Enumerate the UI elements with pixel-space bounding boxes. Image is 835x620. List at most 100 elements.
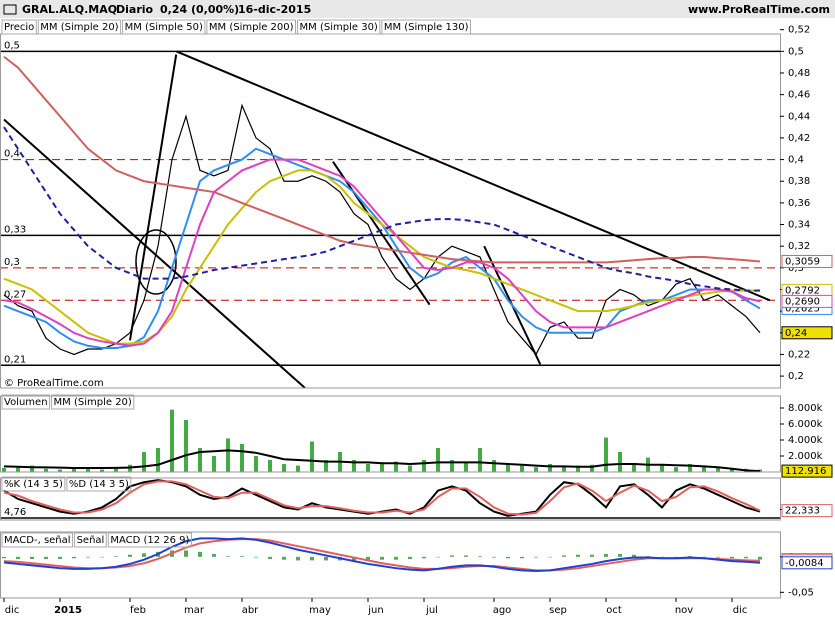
y-tick-label: 0,3 [788,263,804,274]
last-value-box [781,504,833,518]
bar [450,555,454,557]
legend-entry: Precio [4,22,34,33]
level-label: 0,21 [4,354,26,365]
bar [422,556,426,559]
bar [674,467,678,472]
bar [30,465,34,472]
bar [478,448,482,472]
legend-entry: %K (14 3 5) [4,479,63,490]
bar [184,420,188,472]
x-tick-label: nov [675,605,693,616]
bar [352,460,356,472]
last-value-box [781,326,833,340]
bar [646,556,650,557]
bar [408,556,412,559]
bar [86,468,90,472]
bar [436,556,440,558]
bar [142,553,146,557]
bar [604,437,608,472]
level-label: 0,5 [4,40,20,51]
bar [758,556,762,560]
legend-box [51,394,135,410]
bar [240,556,244,557]
series-line [3,169,761,345]
legend-entry: MM (Simple 200) [209,22,294,33]
bar [212,554,216,557]
legend-box [1,476,66,492]
y-tick-label: 4.000k [788,435,823,446]
legend-box [1,532,74,548]
bar [310,556,314,561]
y-tick-label: 0,52 [788,25,810,36]
symbol: GRAL.ALQ.MAQ [22,3,117,16]
bar [282,556,286,560]
legend-box [1,394,51,410]
header-bar [0,0,835,18]
series-line [3,158,761,347]
level-label: 0,3 [4,257,20,268]
bar [394,556,398,560]
price: 0,24 (0,00%) [160,3,239,16]
bar [604,554,608,557]
bar [268,556,272,559]
bar [310,441,314,472]
bar [450,460,454,472]
bar [296,465,300,472]
legend-box [381,19,471,35]
bar [590,464,594,472]
x-tick-label: 2015 [54,605,82,616]
panel-frame [0,477,781,521]
y-tick-label: 0,48 [788,68,810,79]
bar [492,556,496,558]
legend-box [297,19,381,35]
legend-entry: Señal [77,535,105,546]
bar [660,464,664,472]
series-line [3,480,761,516]
bar [534,556,538,558]
bar [548,464,552,472]
bar [16,556,20,559]
bar [408,465,412,472]
bar [268,460,272,472]
y-tick-label: 0,32 [788,241,810,252]
last-value-label: 0,24 [785,328,807,339]
bar [366,464,370,472]
bar [16,467,20,472]
y-tick-label: 2.000k [788,451,823,462]
bar [422,460,426,472]
bar [324,460,328,472]
level-label: 0,27 [4,289,26,300]
bar [520,465,524,472]
y-tick-label: 0,5 [788,46,804,57]
icon [3,4,17,15]
bar [254,456,258,472]
bar [618,554,622,557]
legend-box [37,19,122,35]
legend-entry: MM (Simple 50) [125,22,203,33]
bar [464,555,468,557]
bar [716,467,720,472]
legend-entry: MM (Simple 20) [40,22,118,33]
bar [576,554,580,557]
y-tick-label: 0,22 [788,349,810,360]
series-line [3,126,760,292]
trendline [3,118,306,388]
bar [44,556,48,559]
level-label: 4,76 [4,507,26,518]
bar [464,462,468,472]
x-tick-label: jul [425,605,438,616]
series-line [3,538,761,572]
x-tick-label: sep [549,605,567,616]
bar [380,556,384,560]
x-tick-label: mar [184,605,205,616]
bar [142,452,146,472]
legend-entry: MM (Simple 20) [54,397,132,408]
panel [2,537,762,573]
legend-entry: MACD (12 26 9) [110,535,189,546]
bar [632,554,636,557]
panel-frame [0,33,781,389]
y-tick-label: 0,4 [788,155,804,166]
bar [240,444,244,472]
y-tick-label: 8.000k [788,403,823,414]
bar [380,462,384,472]
